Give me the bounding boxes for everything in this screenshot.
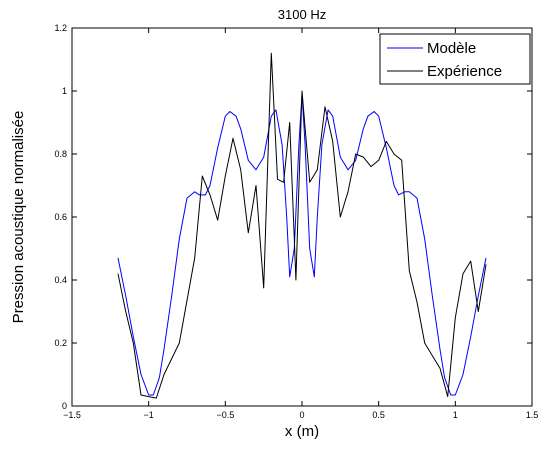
y-axis-label: Pression acoustique normalisée bbox=[10, 111, 27, 324]
x-axis: −1.5 −1 −0.5 0 0.5 1 1.5 bbox=[63, 28, 538, 420]
x-tick-label: 0 bbox=[299, 410, 304, 420]
y-axis: 0 0.2 0.4 0.6 0.8 1 1.2 bbox=[54, 23, 532, 411]
chart-title: 3100 Hz bbox=[278, 7, 326, 22]
y-tick-label: 0.6 bbox=[54, 212, 67, 222]
x-axis-label: x (m) bbox=[285, 423, 319, 440]
y-tick-label: 0.4 bbox=[54, 275, 67, 285]
legend-label-modele: Modèle bbox=[427, 40, 476, 57]
x-tick-label: 1 bbox=[453, 410, 458, 420]
y-tick-label: 0.8 bbox=[54, 149, 67, 159]
legend-box bbox=[379, 33, 531, 85]
x-tick-label: 1.5 bbox=[526, 410, 539, 420]
x-tick-label: −1 bbox=[144, 410, 154, 420]
legend: Modèle Expérience bbox=[379, 33, 531, 85]
legend-label-experience: Expérience bbox=[427, 63, 502, 80]
series-line-experience bbox=[117, 52, 487, 399]
y-tick-label: 1 bbox=[62, 86, 67, 96]
x-tick-label: −1.5 bbox=[63, 410, 81, 420]
y-tick-label: 0.2 bbox=[54, 338, 67, 348]
x-tick-label: −0.5 bbox=[216, 410, 234, 420]
y-tick-label: 0 bbox=[62, 401, 67, 411]
x-tick-label: 0.5 bbox=[372, 410, 385, 420]
series-layer bbox=[117, 52, 487, 399]
y-tick-label: 1.2 bbox=[54, 23, 67, 33]
